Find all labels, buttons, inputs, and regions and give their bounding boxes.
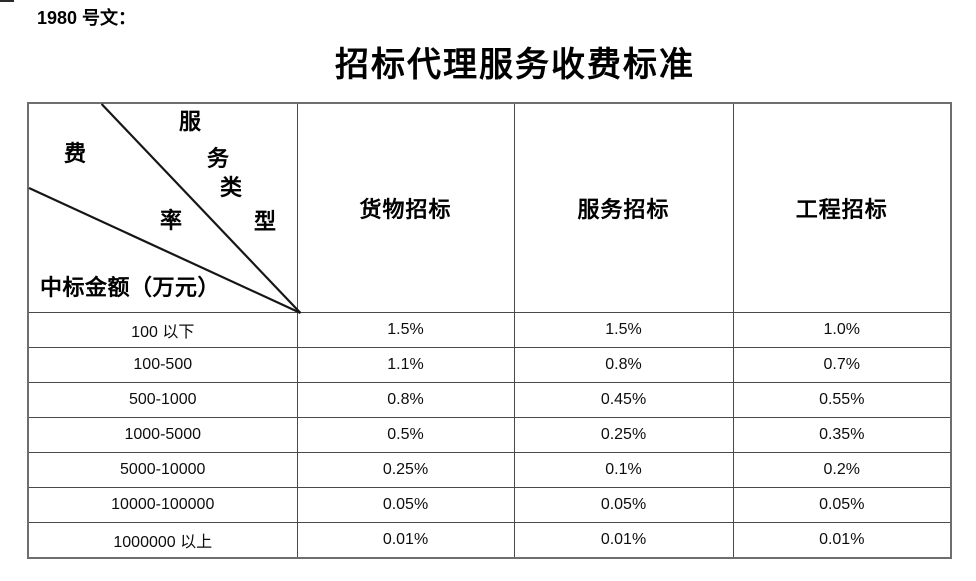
column-header-service-tender: 服务招标	[513, 102, 734, 313]
fee-cell: 1.1%	[296, 347, 515, 383]
screen-edge-artifact	[0, 0, 14, 2]
table-row: 100-500 1.1% 0.8% 0.7%	[27, 347, 952, 383]
fee-cell: 0.05%	[296, 487, 515, 523]
fee-cell: 0.05%	[513, 487, 734, 523]
corner-rate-char: 费	[64, 141, 87, 167]
table-header-row: 服 务 类 型 费 率 中标金额（万元） 货物招标 服务招标 工程招标	[27, 102, 952, 315]
column-header-goods-tender: 货物招标	[296, 102, 515, 313]
table-row: 1000-5000 0.5% 0.25% 0.35%	[27, 417, 952, 453]
doc-number-label: 1980 号文：	[37, 8, 137, 28]
diagonal-corner-box: 服 务 类 型 费 率 中标金额（万元）	[28, 103, 302, 315]
row-label: 100-500	[27, 347, 298, 383]
row-label: 100 以下	[27, 312, 298, 348]
corner-amount-label: 中标金额（万元）	[40, 275, 221, 301]
diagonal-divider-lines-icon	[28, 103, 302, 315]
fee-cell: 0.7%	[732, 347, 952, 383]
fee-cell: 1.5%	[513, 312, 734, 348]
fee-cell: 0.01%	[513, 522, 734, 558]
table-row: 10000-100000 0.05% 0.05% 0.05%	[27, 487, 952, 523]
fee-standard-table: 服 务 类 型 费 率 中标金额（万元） 货物招标 服务招标 工程招标 100 …	[27, 102, 952, 559]
fee-cell: 0.05%	[732, 487, 952, 523]
fee-cell: 0.25%	[296, 452, 515, 488]
table-row: 1000000 以上 0.01% 0.01% 0.01%	[27, 522, 952, 558]
corner-rate-char: 率	[160, 208, 183, 234]
row-label: 10000-100000	[27, 487, 298, 523]
fee-cell: 0.55%	[732, 382, 952, 418]
fee-cell: 0.45%	[513, 382, 734, 418]
fee-cell: 1.5%	[296, 312, 515, 348]
table-row: 100 以下 1.5% 1.5% 1.0%	[27, 312, 952, 348]
fee-cell: 0.1%	[513, 452, 734, 488]
corner-service-type-char: 务	[207, 146, 230, 172]
fee-cell: 0.2%	[732, 452, 952, 488]
page-title: 招标代理服务收费标准	[335, 45, 695, 85]
table-row: 500-1000 0.8% 0.45% 0.55%	[27, 382, 952, 418]
corner-service-type-char: 型	[254, 209, 277, 235]
fee-cell: 0.35%	[732, 417, 952, 453]
diagonal-corner-cell: 服 务 类 型 费 率 中标金额（万元）	[27, 102, 302, 315]
fee-cell: 0.5%	[296, 417, 515, 453]
fee-cell: 0.01%	[296, 522, 515, 558]
table-row: 5000-10000 0.25% 0.1% 0.2%	[27, 452, 952, 488]
fee-cell: 0.25%	[513, 417, 734, 453]
fee-cell: 1.0%	[732, 312, 952, 348]
column-header-engineering-tender: 工程招标	[732, 102, 952, 313]
row-label: 1000-5000	[27, 417, 298, 453]
fee-cell: 0.01%	[732, 522, 952, 558]
corner-service-type-char: 服	[179, 109, 202, 135]
fee-cell: 0.8%	[513, 347, 734, 383]
row-label: 500-1000	[27, 382, 298, 418]
row-label: 1000000 以上	[27, 522, 298, 558]
corner-service-type-char: 类	[220, 175, 243, 201]
fee-cell: 0.8%	[296, 382, 515, 418]
row-label: 5000-10000	[27, 452, 298, 488]
